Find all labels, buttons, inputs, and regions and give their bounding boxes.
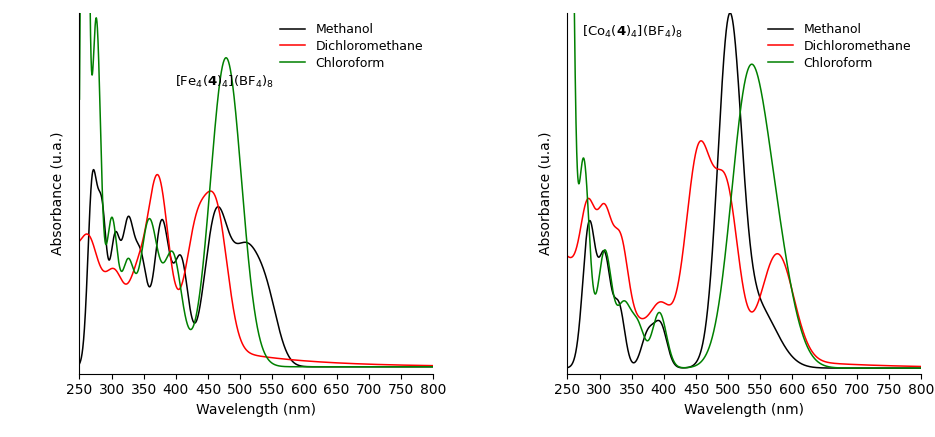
Dichloromethane bbox=[915, 364, 927, 369]
Y-axis label: Absorbance (u.a.): Absorbance (u.a.) bbox=[539, 132, 553, 255]
Dichloromethane bbox=[562, 253, 573, 259]
X-axis label: Wavelength (nm): Wavelength (nm) bbox=[196, 403, 316, 417]
Methanol bbox=[623, 351, 634, 356]
Dichloromethane bbox=[909, 364, 920, 369]
Line: Dichloromethane: Dichloromethane bbox=[79, 174, 433, 366]
Dichloromethane bbox=[382, 362, 394, 368]
Methanol bbox=[88, 167, 99, 172]
Methanol bbox=[870, 365, 882, 371]
Dichloromethane bbox=[209, 194, 221, 199]
Methanol bbox=[698, 340, 709, 345]
Methanol bbox=[366, 364, 377, 369]
Chloroform bbox=[427, 364, 439, 369]
Methanol bbox=[915, 365, 927, 371]
Methanol bbox=[382, 364, 394, 369]
Dichloromethane bbox=[712, 166, 724, 172]
Line: Chloroform: Chloroform bbox=[568, 0, 921, 368]
Chloroform bbox=[909, 365, 920, 371]
Text: [Fe$_4$($\mathbf{4}$)$_4$](BF$_4$)$_8$: [Fe$_4$($\mathbf{4}$)$_4$](BF$_4$)$_8$ bbox=[175, 74, 274, 90]
Dichloromethane bbox=[151, 172, 163, 177]
Methanol bbox=[74, 361, 85, 366]
Dichloromethane bbox=[421, 363, 432, 368]
Methanol bbox=[602, 262, 613, 267]
Dichloromethane bbox=[870, 363, 882, 368]
Dichloromethane bbox=[225, 288, 237, 293]
Chloroform bbox=[421, 364, 432, 369]
Chloroform bbox=[114, 266, 125, 271]
Methanol bbox=[136, 248, 147, 253]
Legend: Methanol, Dichloromethane, Chloroform: Methanol, Dichloromethane, Chloroform bbox=[765, 19, 914, 73]
Chloroform bbox=[602, 256, 613, 261]
Methanol bbox=[712, 147, 724, 153]
Methanol bbox=[909, 365, 920, 371]
Chloroform bbox=[136, 255, 147, 260]
Methanol bbox=[114, 237, 125, 242]
Chloroform bbox=[209, 123, 221, 128]
Dichloromethane bbox=[74, 239, 85, 244]
Line: Dichloromethane: Dichloromethane bbox=[568, 141, 921, 367]
Line: Methanol: Methanol bbox=[568, 13, 921, 368]
Dichloromethane bbox=[114, 274, 125, 279]
Legend: Methanol, Dichloromethane, Chloroform: Methanol, Dichloromethane, Chloroform bbox=[277, 19, 426, 73]
Methanol bbox=[225, 233, 237, 239]
Chloroform bbox=[382, 364, 394, 369]
Dichloromethane bbox=[698, 140, 709, 145]
Methanol bbox=[209, 208, 221, 213]
X-axis label: Wavelength (nm): Wavelength (nm) bbox=[684, 403, 804, 417]
Chloroform bbox=[915, 365, 927, 371]
Chloroform bbox=[360, 364, 371, 369]
Dichloromethane bbox=[623, 275, 634, 280]
Line: Methanol: Methanol bbox=[79, 170, 433, 367]
Methanol bbox=[562, 365, 573, 370]
Methanol bbox=[427, 364, 439, 369]
Chloroform bbox=[624, 303, 635, 309]
Dichloromethane bbox=[136, 246, 147, 251]
Text: [Co$_4$($\mathbf{4}$)$_4$](BF$_4$)$_8$: [Co$_4$($\mathbf{4}$)$_4$](BF$_4$)$_8$ bbox=[582, 24, 683, 40]
Y-axis label: Absorbance (u.a.): Absorbance (u.a.) bbox=[50, 132, 65, 255]
Dichloromethane bbox=[427, 363, 439, 368]
Dichloromethane bbox=[602, 207, 613, 212]
Chloroform bbox=[870, 365, 882, 371]
Dichloromethane bbox=[696, 138, 707, 143]
Chloroform bbox=[225, 68, 237, 73]
Chloroform bbox=[74, 97, 85, 102]
Chloroform bbox=[712, 304, 724, 309]
Chloroform bbox=[698, 357, 709, 362]
Methanol bbox=[725, 10, 736, 16]
Line: Chloroform: Chloroform bbox=[79, 0, 433, 367]
Methanol bbox=[421, 364, 432, 369]
